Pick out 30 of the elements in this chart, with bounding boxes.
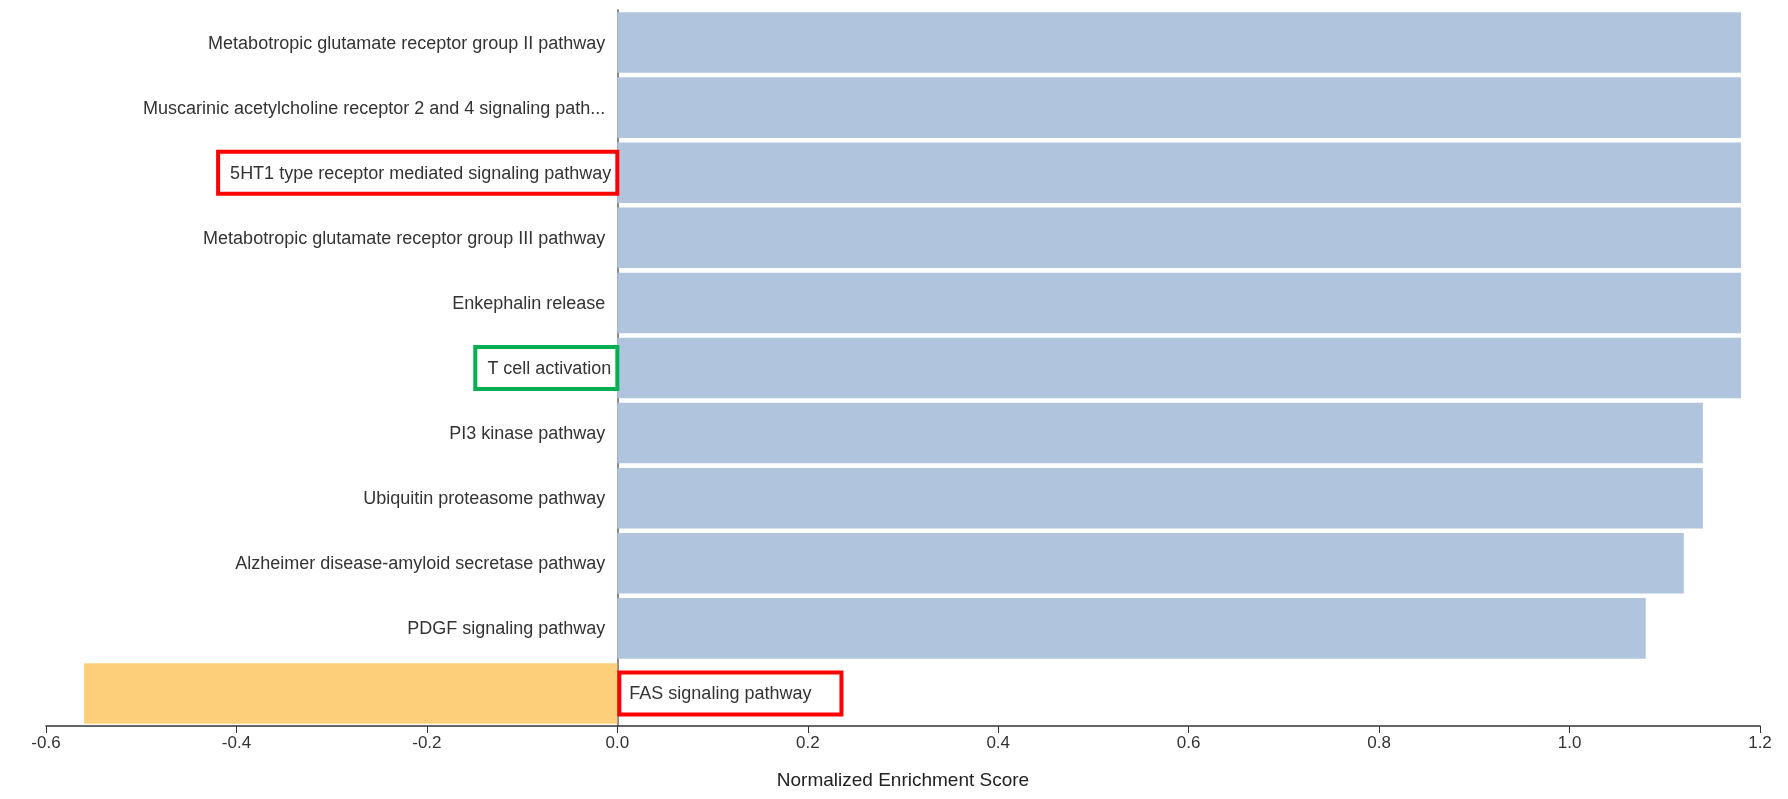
bar: [617, 533, 1684, 594]
y-tick-label: FAS signaling pathway: [629, 683, 812, 704]
y-tick-label: Muscarinic acetylcholine receptor 2 and 4 signaling path...: [143, 97, 606, 118]
x-tick-label: 1.2: [1748, 733, 1772, 752]
bar: [617, 467, 1703, 529]
y-tick-label: Enkephalin release: [452, 292, 606, 313]
x-tick-label: 0.6: [1176, 733, 1201, 752]
y-tick-label: T cell activation: [487, 358, 612, 378]
x-tick-label: 0.4: [986, 733, 1011, 752]
bar: [617, 207, 1741, 269]
x-axis-title: Normalized Enrichment Score: [776, 769, 1030, 790]
bar: [617, 12, 1741, 73]
x-tick-label: 0.2: [795, 733, 820, 752]
y-tick-label: PDGF signaling pathway: [407, 618, 606, 639]
x-tick-label: -0.2: [412, 733, 442, 752]
x-tick-label: 0.8: [1367, 733, 1391, 752]
bar: [617, 598, 1646, 659]
bar: [617, 402, 1703, 464]
x-tick-label: 1.0: [1557, 733, 1582, 752]
y-tick-label: Metabotropic glutamate receptor group III pathway: [203, 227, 606, 248]
x-tick-label: -0.6: [31, 733, 61, 752]
x-tick-label: 0.0: [605, 733, 630, 752]
y-tick-label: 5HT1 type receptor mediated signaling pathway: [230, 162, 612, 183]
y-tick-label: Metabotropic glutamate receptor group II pathway: [208, 32, 606, 53]
y-tick-label: PI3 kinase pathway: [449, 423, 606, 444]
bar: [617, 77, 1741, 138]
x-tick-label: -0.4: [221, 733, 252, 752]
y-tick-label: Alzheimer disease-amyloid secretase pathway: [235, 553, 606, 574]
bar: [617, 272, 1741, 334]
y-tick-label: Ubiquitin proteasome pathway: [363, 488, 606, 509]
